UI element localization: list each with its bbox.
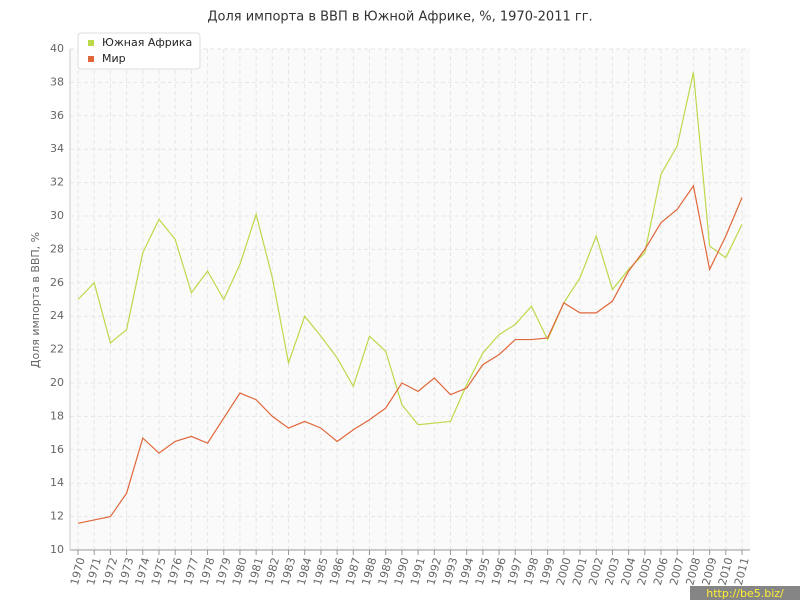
legend: Южная Африка Мир [77, 32, 201, 70]
y-tick-label: 14 [50, 476, 64, 489]
y-tick-label: 16 [50, 443, 64, 456]
legend-swatch [88, 56, 94, 62]
legend-label: Южная Африка [102, 36, 192, 49]
y-axis-label: Доля импорта в ВВП, % [29, 232, 42, 368]
y-tick-label: 20 [50, 376, 64, 389]
y-tick-label: 28 [50, 242, 64, 255]
y-tick-label: 36 [50, 109, 64, 122]
watermark: http://be5.biz/ [706, 587, 784, 600]
series-line [77, 184, 743, 524]
y-tick-label: 22 [50, 343, 64, 356]
y-tick-label: 18 [50, 409, 64, 422]
plot-area [70, 49, 750, 550]
watermark-bg [690, 586, 800, 600]
y-tick-label: 10 [50, 543, 64, 556]
y-tick-label: 34 [50, 142, 64, 155]
y-tick-label: 38 [50, 75, 64, 88]
y-tick-label: 32 [50, 176, 64, 189]
y-tick-label: 30 [50, 209, 64, 222]
y-tick-label: 24 [50, 309, 64, 322]
legend-box [77, 32, 201, 70]
y-tick-label: 26 [50, 276, 64, 289]
chart-title: Доля импорта в ВВП в Южной Африке, %, 19… [207, 10, 592, 25]
y-tick-label: 12 [50, 510, 64, 523]
legend-label: Мир [102, 52, 126, 65]
y-tick-label: 40 [50, 42, 64, 55]
legend-swatch [88, 40, 94, 46]
